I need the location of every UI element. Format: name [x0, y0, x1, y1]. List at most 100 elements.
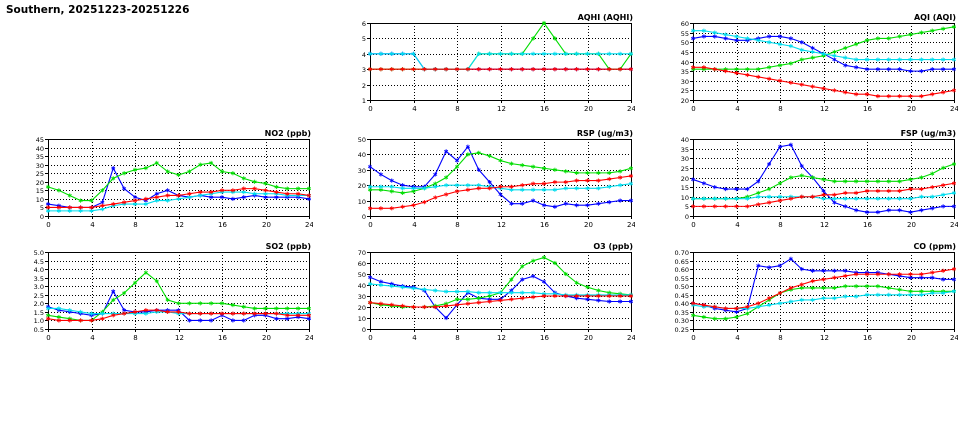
- svg-text:24: 24: [305, 334, 313, 342]
- svg-text:3.5: 3.5: [34, 275, 44, 283]
- series-aqi-cyan: [690, 28, 957, 62]
- series-co-blue: [690, 256, 957, 314]
- chart-panel-rsp: RSP (ug/m3) 0 10 20 30 40 50 0 4 8 12 16 20 24: [340, 129, 635, 230]
- svg-text:10: 10: [681, 194, 689, 202]
- svg-text:20: 20: [681, 175, 689, 183]
- svg-text:20: 20: [358, 304, 366, 312]
- series-no2-green: [45, 160, 312, 203]
- svg-text:16: 16: [540, 334, 549, 342]
- series-fsp-red: [690, 181, 957, 209]
- svg-text:16: 16: [540, 221, 549, 229]
- svg-text:30: 30: [36, 162, 44, 170]
- chart-svg-co: 0.250.300.350.400.450.500.550.600.650.70…: [675, 249, 958, 342]
- series-fsp-cyan: [690, 190, 957, 201]
- svg-text:1: 1: [362, 97, 366, 105]
- svg-text:50: 50: [358, 271, 366, 279]
- svg-text:8: 8: [455, 105, 459, 113]
- svg-text:4: 4: [735, 105, 740, 113]
- svg-text:40: 40: [681, 59, 689, 67]
- svg-text:24: 24: [950, 221, 958, 229]
- svg-text:16: 16: [863, 105, 872, 113]
- svg-text:55: 55: [681, 30, 689, 38]
- svg-text:5: 5: [362, 35, 366, 43]
- svg-text:16: 16: [540, 105, 549, 113]
- svg-text:0.60: 0.60: [675, 266, 689, 274]
- svg-text:50: 50: [358, 136, 366, 144]
- svg-text:20: 20: [907, 105, 916, 113]
- svg-text:24: 24: [950, 105, 958, 113]
- chart-panel-no2: NO2 (ppb) 0 5 10 15 20 25 30 35 40 45 0 4 8 12 16 20 24: [18, 129, 313, 230]
- svg-text:0.45: 0.45: [675, 292, 689, 300]
- chart-title-fsp: FSP (ug/m3): [900, 129, 956, 138]
- svg-text:2.5: 2.5: [34, 292, 44, 300]
- svg-text:35: 35: [681, 68, 689, 76]
- chart-title-aqhi: AQHI (AQHI): [577, 13, 633, 22]
- svg-text:20: 20: [681, 97, 689, 105]
- svg-text:4.5: 4.5: [34, 258, 44, 266]
- svg-text:1.0: 1.0: [34, 317, 44, 325]
- svg-text:25: 25: [36, 170, 44, 178]
- chart-title-aqi: AQI (AQI): [913, 13, 956, 22]
- series-aqi-green: [690, 24, 957, 72]
- chart-panel-o3: O3 (ppb) 0 10 20 30 40 50 60 70 0 4 8 12 16 20 24: [340, 242, 635, 343]
- svg-text:0.25: 0.25: [675, 326, 689, 334]
- svg-text:1.5: 1.5: [34, 309, 44, 317]
- svg-text:40: 40: [681, 136, 689, 144]
- svg-text:4.0: 4.0: [34, 266, 44, 274]
- svg-text:0.70: 0.70: [675, 249, 689, 257]
- svg-text:4: 4: [735, 221, 740, 229]
- svg-text:20: 20: [36, 179, 44, 187]
- svg-text:5: 5: [40, 204, 44, 212]
- series-no2-blue: [45, 165, 312, 210]
- svg-text:0: 0: [685, 213, 689, 221]
- chart-panel-so2: SO2 (ppb) 0.5 1.0 1.5 2.0 2.5 3.0 3.5 4.0 4.5 5.0 0…: [18, 242, 313, 343]
- svg-text:10: 10: [358, 198, 366, 206]
- svg-text:5: 5: [685, 203, 689, 211]
- svg-text:24: 24: [627, 221, 635, 229]
- svg-text:0: 0: [362, 326, 366, 334]
- svg-text:24: 24: [950, 334, 958, 342]
- svg-text:25: 25: [681, 165, 689, 173]
- svg-text:0: 0: [691, 105, 695, 113]
- series-aqhi-red: [367, 67, 634, 72]
- svg-text:25: 25: [681, 87, 689, 95]
- chart-title-o3: O3 (ppb): [593, 242, 633, 251]
- series-so2-red: [45, 308, 312, 323]
- svg-text:4: 4: [412, 334, 417, 342]
- series-co-red: [690, 267, 957, 311]
- svg-text:6: 6: [362, 20, 366, 28]
- svg-text:60: 60: [358, 260, 366, 268]
- svg-text:5.0: 5.0: [34, 249, 44, 257]
- svg-text:4: 4: [412, 105, 417, 113]
- svg-text:0: 0: [362, 213, 366, 221]
- svg-text:0: 0: [368, 221, 372, 229]
- series-no2-red: [45, 186, 312, 210]
- svg-text:40: 40: [36, 145, 44, 153]
- svg-text:16: 16: [218, 221, 227, 229]
- svg-text:45: 45: [681, 49, 689, 57]
- svg-text:8: 8: [133, 334, 137, 342]
- svg-text:24: 24: [627, 105, 635, 113]
- svg-text:0.35: 0.35: [675, 309, 689, 317]
- svg-text:60: 60: [681, 20, 689, 28]
- series-rsp-blue: [367, 144, 634, 209]
- svg-text:0.55: 0.55: [675, 275, 689, 283]
- svg-text:0: 0: [691, 334, 695, 342]
- svg-text:45: 45: [36, 136, 44, 144]
- svg-text:20: 20: [262, 334, 271, 342]
- svg-text:0: 0: [368, 105, 372, 113]
- chart-panel-fsp: FSP (ug/m3) 0 5 10 15 20 25 30 35 40 0 4 8 12 16 20 24: [663, 129, 958, 230]
- svg-text:20: 20: [584, 334, 593, 342]
- svg-text:10: 10: [358, 315, 366, 323]
- svg-text:35: 35: [681, 146, 689, 154]
- svg-text:70: 70: [358, 249, 366, 257]
- svg-text:12: 12: [820, 105, 829, 113]
- series-o3-blue: [367, 274, 634, 321]
- svg-text:8: 8: [455, 221, 459, 229]
- svg-text:3: 3: [362, 66, 366, 74]
- svg-text:24: 24: [627, 334, 635, 342]
